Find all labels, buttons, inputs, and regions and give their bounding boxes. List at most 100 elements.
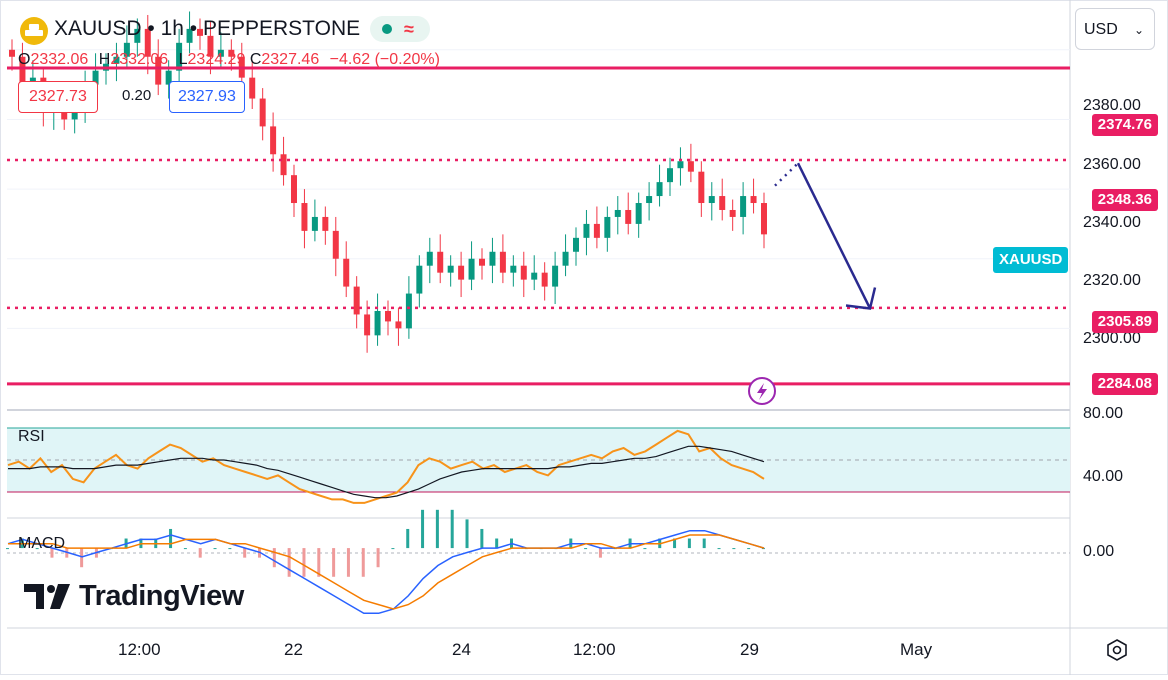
candle-body[interactable] [343, 258, 350, 287]
candle-body[interactable] [635, 203, 642, 224]
candle-body[interactable] [291, 175, 297, 204]
candle-body[interactable] [656, 182, 663, 197]
candle-body[interactable] [270, 126, 277, 155]
chart-title[interactable]: XAUUSD • 1h • PEPPERSTONE [54, 17, 360, 41]
candle-body[interactable] [322, 216, 329, 231]
candle-body[interactable] [573, 237, 579, 252]
candle-body[interactable] [134, 28, 141, 43]
time-axis-label: 24 [452, 640, 471, 659]
candle-body[interactable] [583, 223, 590, 238]
candle-body[interactable] [593, 223, 600, 238]
candle-body[interactable] [197, 28, 203, 36]
candle-body[interactable] [614, 209, 621, 217]
candle-body[interactable] [468, 258, 475, 280]
candle-body[interactable] [510, 265, 517, 273]
candle-body[interactable] [562, 251, 569, 266]
candle-body[interactable] [9, 49, 15, 57]
candle-body[interactable] [719, 196, 726, 210]
sell-price-box[interactable]: 2327.73 [18, 81, 98, 113]
ohlc-close: 2327.46 [261, 51, 320, 68]
macd-histogram-bar [80, 548, 84, 568]
candle-body[interactable] [332, 230, 339, 259]
candle-body[interactable] [541, 272, 548, 287]
level-tag[interactable]: 2284.08 [1091, 373, 1158, 395]
status-pill[interactable] [370, 16, 430, 42]
candle-body[interactable] [677, 161, 684, 169]
candle-body[interactable] [113, 56, 120, 64]
candle-body[interactable] [687, 161, 694, 172]
level-tag[interactable]: 2348.36 [1091, 189, 1158, 211]
candle-body[interactable] [311, 216, 318, 231]
tradingview-logo-slash [50, 584, 70, 609]
candle-body[interactable] [437, 251, 444, 273]
candle-body[interactable] [165, 70, 172, 85]
candle-body[interactable] [520, 265, 527, 280]
candle-body[interactable] [385, 310, 391, 322]
arrow-head-icon [845, 287, 877, 310]
level-tag[interactable]: 2305.89 [1091, 311, 1158, 333]
candle-body[interactable] [19, 56, 26, 92]
candle-body[interactable] [489, 251, 496, 266]
macd-histogram-bar [465, 519, 469, 549]
candle-body[interactable] [698, 171, 705, 204]
projection-arrow[interactable] [774, 162, 877, 310]
candle-body[interactable] [249, 77, 256, 99]
candle-body[interactable] [667, 168, 673, 183]
macd-histogram-bar [35, 548, 39, 550]
projection-arrow-shaft[interactable] [796, 162, 872, 310]
candle-body[interactable] [646, 196, 653, 204]
candle-body[interactable] [729, 209, 736, 217]
rsi-series [7, 429, 765, 504]
candle-body[interactable] [625, 209, 632, 224]
price-axis-label: 2320.00 [1083, 272, 1141, 289]
buy-price-box[interactable]: 2327.93 [169, 81, 245, 113]
macd-histogram-bar [421, 509, 425, 549]
candle-body[interactable] [155, 56, 162, 85]
candle-body[interactable] [604, 216, 611, 238]
spread-value: 0.20 [122, 87, 152, 104]
candle-body[interactable] [426, 251, 433, 266]
candle-body[interactable] [458, 265, 465, 280]
price-axis-label: 2380.00 [1083, 97, 1141, 114]
candle-body[interactable] [228, 49, 235, 57]
candle-body[interactable] [395, 321, 402, 329]
macd-series [6, 509, 765, 615]
candle-body[interactable] [499, 251, 506, 273]
candle-body[interactable] [217, 49, 224, 57]
candle-body[interactable] [364, 314, 371, 336]
candle-body[interactable] [280, 154, 287, 176]
candle-body[interactable] [761, 203, 767, 235]
candle-body[interactable] [416, 265, 423, 294]
candle-body[interactable] [552, 265, 559, 287]
candle-body[interactable] [207, 35, 214, 57]
candle-body[interactable] [301, 203, 308, 231]
tradingview-wordmark[interactable]: TradingView [79, 580, 244, 612]
candle-body[interactable] [353, 286, 360, 315]
candle-body[interactable] [708, 196, 715, 204]
currency-select[interactable]: USD ⌄ [1075, 8, 1155, 50]
candle-body[interactable] [531, 272, 538, 280]
level-tag[interactable]: 2374.76 [1091, 114, 1158, 136]
settings-icon[interactable] [1107, 639, 1127, 661]
gridlines [7, 49, 1070, 329]
candle-body[interactable] [92, 70, 99, 85]
tradingview-logo-dot [47, 585, 55, 593]
macd-axis-label: 0.00 [1083, 543, 1115, 560]
candle-body[interactable] [740, 196, 747, 217]
horizontal-levels[interactable] [7, 66, 1070, 386]
candle-body[interactable] [186, 28, 193, 43]
candle-body[interactable] [447, 265, 454, 273]
candle-body[interactable] [123, 42, 130, 57]
rsi-pane-label[interactable]: RSI [18, 428, 45, 445]
candle-body[interactable] [144, 28, 151, 57]
candle-body[interactable] [405, 293, 412, 329]
candle-body[interactable] [374, 310, 381, 336]
macd-pane-label[interactable]: MACD [18, 535, 66, 552]
candle-body[interactable] [259, 98, 266, 127]
candle-body[interactable] [176, 42, 183, 71]
macd-signal-line [8, 534, 765, 610]
candle-body[interactable] [750, 196, 757, 204]
candle-body[interactable] [479, 258, 485, 266]
macd-histogram-bar [332, 548, 336, 577]
